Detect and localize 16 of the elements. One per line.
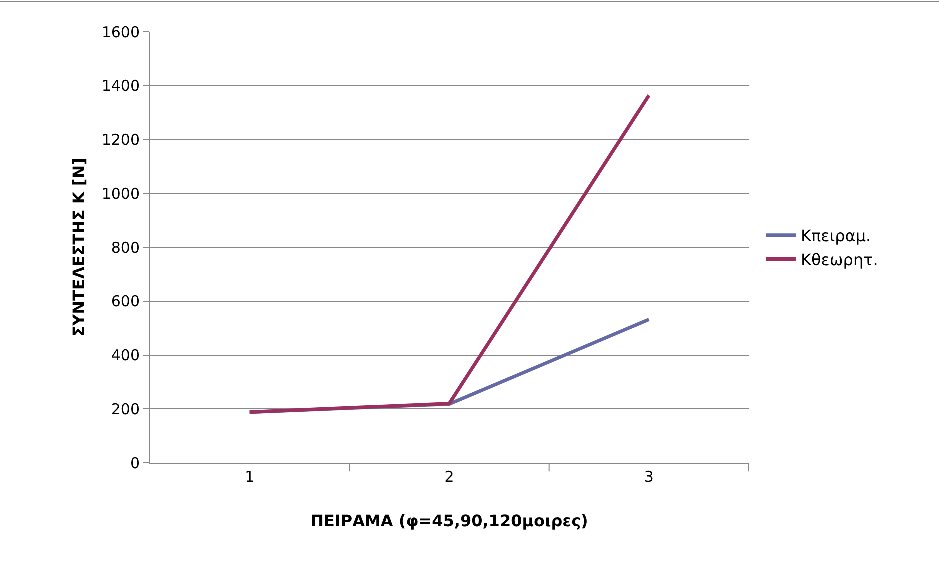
y-tick-label: 1200	[102, 131, 140, 149]
y-tick-label: 800	[111, 238, 140, 257]
y-axis-title: ΣΥΝΤΕΛΕΣΤΗΣ Κ [N]	[70, 158, 89, 337]
y-tick-label: 1400	[102, 77, 140, 96]
y-tick-label: 400	[111, 346, 140, 364]
y-tick-label: 1000	[102, 184, 140, 203]
legend-label: Κθεωρητ.	[800, 250, 878, 270]
x-tick-label: 3	[644, 468, 654, 486]
legend-label: Κπειραμ.	[800, 226, 872, 246]
x-axis-title: ΠΕΙΡΑΜΑ (φ=45,90,120μοιρες)	[310, 512, 588, 531]
y-tick-label: 200	[111, 400, 140, 418]
y-tick-label: 0	[130, 454, 140, 472]
y-tick-label: 600	[111, 292, 140, 311]
x-tick-label: 2	[444, 468, 454, 486]
x-tick-label: 1	[245, 468, 255, 486]
y-tick-label: 1600	[102, 23, 140, 42]
